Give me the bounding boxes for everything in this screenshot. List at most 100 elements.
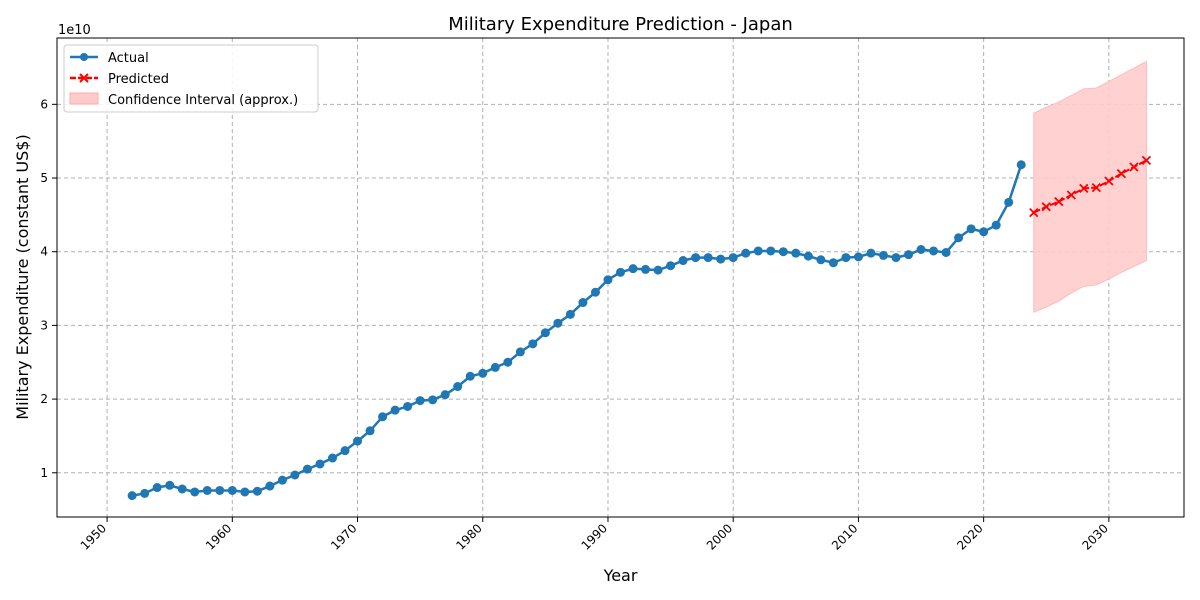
y-tick-label: 2 (40, 392, 48, 406)
predicted-point (1104, 176, 1114, 186)
actual-point (227, 485, 237, 495)
actual-point (891, 253, 901, 263)
predicted-point (1141, 155, 1152, 165)
actual-point (590, 287, 600, 297)
actual-point (853, 252, 863, 262)
actual-point (741, 248, 751, 258)
actual-point (841, 253, 851, 263)
actual-point (766, 246, 776, 256)
actual-point (979, 227, 989, 237)
predicted-point (1091, 182, 1101, 193)
actual-point (1016, 160, 1026, 170)
actual-point (904, 250, 914, 260)
y-axis-label: Military Expenditure (constant US$) (13, 134, 32, 419)
predicted-point (1054, 196, 1064, 207)
actual-point (803, 251, 813, 261)
actual-point (465, 371, 475, 381)
plot-frame (56, 37, 1185, 518)
legend-confidence-label: Confidence Interval (approx.) (108, 93, 298, 108)
predicted-point (1116, 168, 1127, 179)
actual-point (728, 253, 738, 263)
actual-point (515, 347, 525, 357)
actual-point (478, 368, 488, 378)
actual-point (140, 488, 150, 498)
actual-point (941, 247, 951, 257)
y-tick-label: 5 (40, 171, 48, 185)
actual-point (190, 487, 200, 497)
actual-point (490, 362, 500, 372)
y-tick-label: 6 (40, 97, 48, 111)
x-tick-label: 2020 (954, 521, 985, 552)
actual-point (678, 256, 688, 266)
series-lines (131, 159, 1147, 497)
x-tick-label: 2010 (829, 521, 860, 552)
x-tick-label: 1990 (579, 521, 610, 552)
confidence-band (1033, 60, 1147, 313)
y-tick-label: 4 (40, 245, 48, 259)
y-axis-ticks: 1 2 3 4 5 6 (40, 97, 57, 480)
actual-point (778, 247, 788, 257)
actual-point (378, 412, 388, 422)
actual-point (503, 357, 513, 367)
actual-point (365, 426, 375, 436)
actual-point (302, 464, 312, 474)
actual-point (653, 265, 663, 275)
actual-point (553, 318, 563, 328)
actual-point (966, 224, 976, 234)
predicted-point (1041, 202, 1051, 212)
chart-title: Military Expenditure Prediction - Japan (448, 14, 793, 35)
actual-point (415, 396, 425, 406)
actual-point (791, 248, 801, 258)
actual-point (528, 339, 538, 349)
actual-point (666, 261, 676, 271)
actual-series-line (131, 164, 1023, 497)
x-tick-label: 2030 (1079, 521, 1110, 552)
actual-point (691, 253, 701, 263)
actual-point (390, 405, 400, 415)
actual-point (252, 486, 262, 496)
y-tick-label: 1 (40, 466, 48, 480)
actual-point (916, 245, 926, 254)
actual-point (177, 484, 187, 494)
predicted-point (1029, 208, 1039, 218)
y-tick-label: 3 (40, 318, 48, 332)
actual-point (828, 258, 838, 268)
predicted-point (1129, 162, 1139, 172)
actual-point (440, 390, 450, 400)
actual-point (353, 436, 363, 446)
actual-point (866, 248, 876, 258)
legend: Actual Predicted Confidence Interval (ap… (63, 44, 319, 113)
actual-point (215, 485, 225, 495)
predicted-point (1079, 183, 1089, 193)
x-tick-label: 1980 (453, 521, 484, 552)
actual-point (327, 453, 337, 463)
y-multiplier-label: 1e10 (58, 23, 91, 38)
actual-point (152, 483, 162, 493)
predicted-series-line (1033, 159, 1147, 214)
actual-point (265, 481, 275, 491)
actual-point (753, 246, 763, 256)
actual-point (290, 470, 300, 480)
legend-actual-label: Actual (108, 51, 149, 66)
predicted-point (1066, 190, 1076, 200)
legend-confidence-swatch (69, 92, 99, 105)
actual-point (816, 255, 826, 265)
legend-actual-marker (80, 53, 88, 61)
actual-point (315, 459, 325, 469)
actual-point (202, 485, 212, 495)
confidence-interval-band (1033, 60, 1147, 313)
actual-point (641, 264, 651, 274)
actual-point (578, 298, 588, 308)
actual-point (453, 382, 463, 392)
x-tick-label: 1960 (203, 521, 234, 552)
legend-predicted-marker (79, 73, 89, 83)
actual-point (540, 328, 550, 338)
actual-point (403, 401, 413, 411)
actual-point (1004, 197, 1014, 207)
actual-point (127, 491, 137, 501)
legend-predicted-label: Predicted (108, 72, 169, 87)
actual-point (703, 253, 713, 263)
actual-point (165, 480, 175, 490)
actual-point (340, 446, 350, 456)
